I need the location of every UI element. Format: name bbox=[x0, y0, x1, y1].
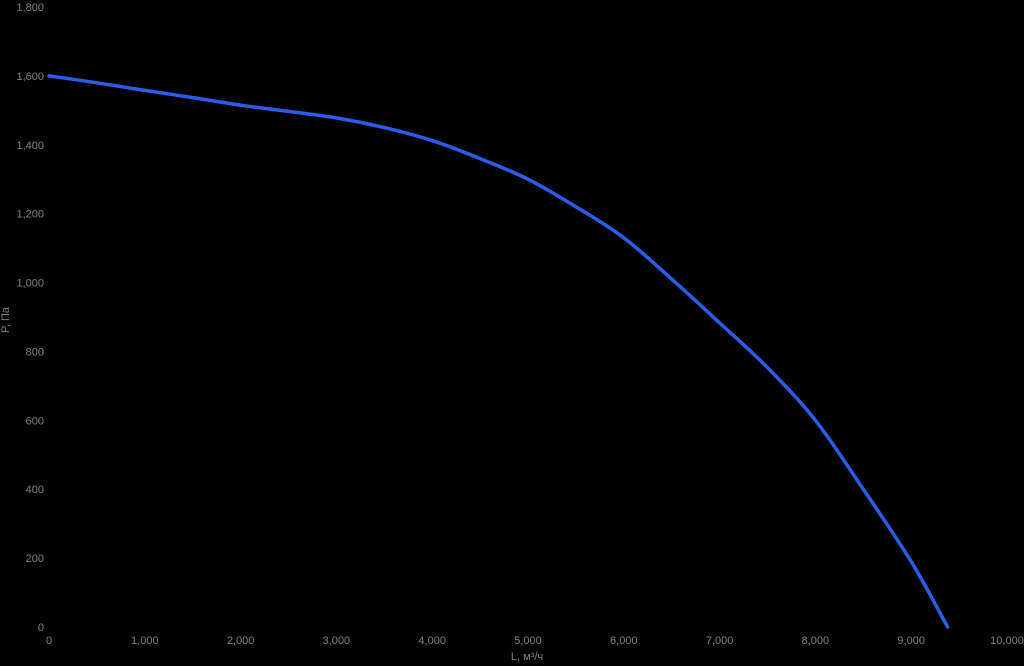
x-tick-label: 4,000 bbox=[418, 635, 446, 647]
y-tick-label: 0 bbox=[38, 622, 44, 634]
x-tick-label: 6,000 bbox=[610, 635, 638, 647]
y-tick-label: 1,600 bbox=[16, 71, 44, 83]
x-axis-tick-labels: 0 1,000 2,000 3,000 4,000 5,000 6,000 7,000 8,00… bbox=[46, 635, 1024, 647]
y-tick-label: 1,000 bbox=[16, 278, 44, 290]
x-tick-label: 0 bbox=[46, 635, 52, 647]
y-tick-label: 1,800 bbox=[16, 2, 44, 14]
y-tick-label: 800 bbox=[26, 346, 44, 358]
x-tick-label: 10,000 bbox=[990, 635, 1024, 647]
y-tick-label: 1,200 bbox=[16, 209, 44, 221]
y-tick-label: 400 bbox=[26, 484, 44, 496]
x-tick-label: 8,000 bbox=[802, 635, 830, 647]
y-tick-label: 600 bbox=[26, 415, 44, 427]
x-axis-title: L, м³/ч bbox=[511, 651, 543, 663]
x-tick-label: 5,000 bbox=[514, 635, 542, 647]
x-tick-label: 7,000 bbox=[706, 635, 734, 647]
x-tick-label: 1,000 bbox=[131, 635, 159, 647]
y-axis-tick-labels: 0 200 400 600 800 1,000 1,200 1,400 1,600 1,800 bbox=[16, 2, 44, 634]
y-axis-title: P, Па bbox=[0, 306, 12, 333]
x-tick-label: 9,000 bbox=[897, 635, 925, 647]
performance-curve bbox=[47, 74, 950, 629]
x-tick-label: 2,000 bbox=[227, 635, 255, 647]
y-tick-label: 1,400 bbox=[16, 140, 44, 152]
y-tick-label: 200 bbox=[26, 553, 44, 565]
x-tick-label: 3,000 bbox=[323, 635, 351, 647]
